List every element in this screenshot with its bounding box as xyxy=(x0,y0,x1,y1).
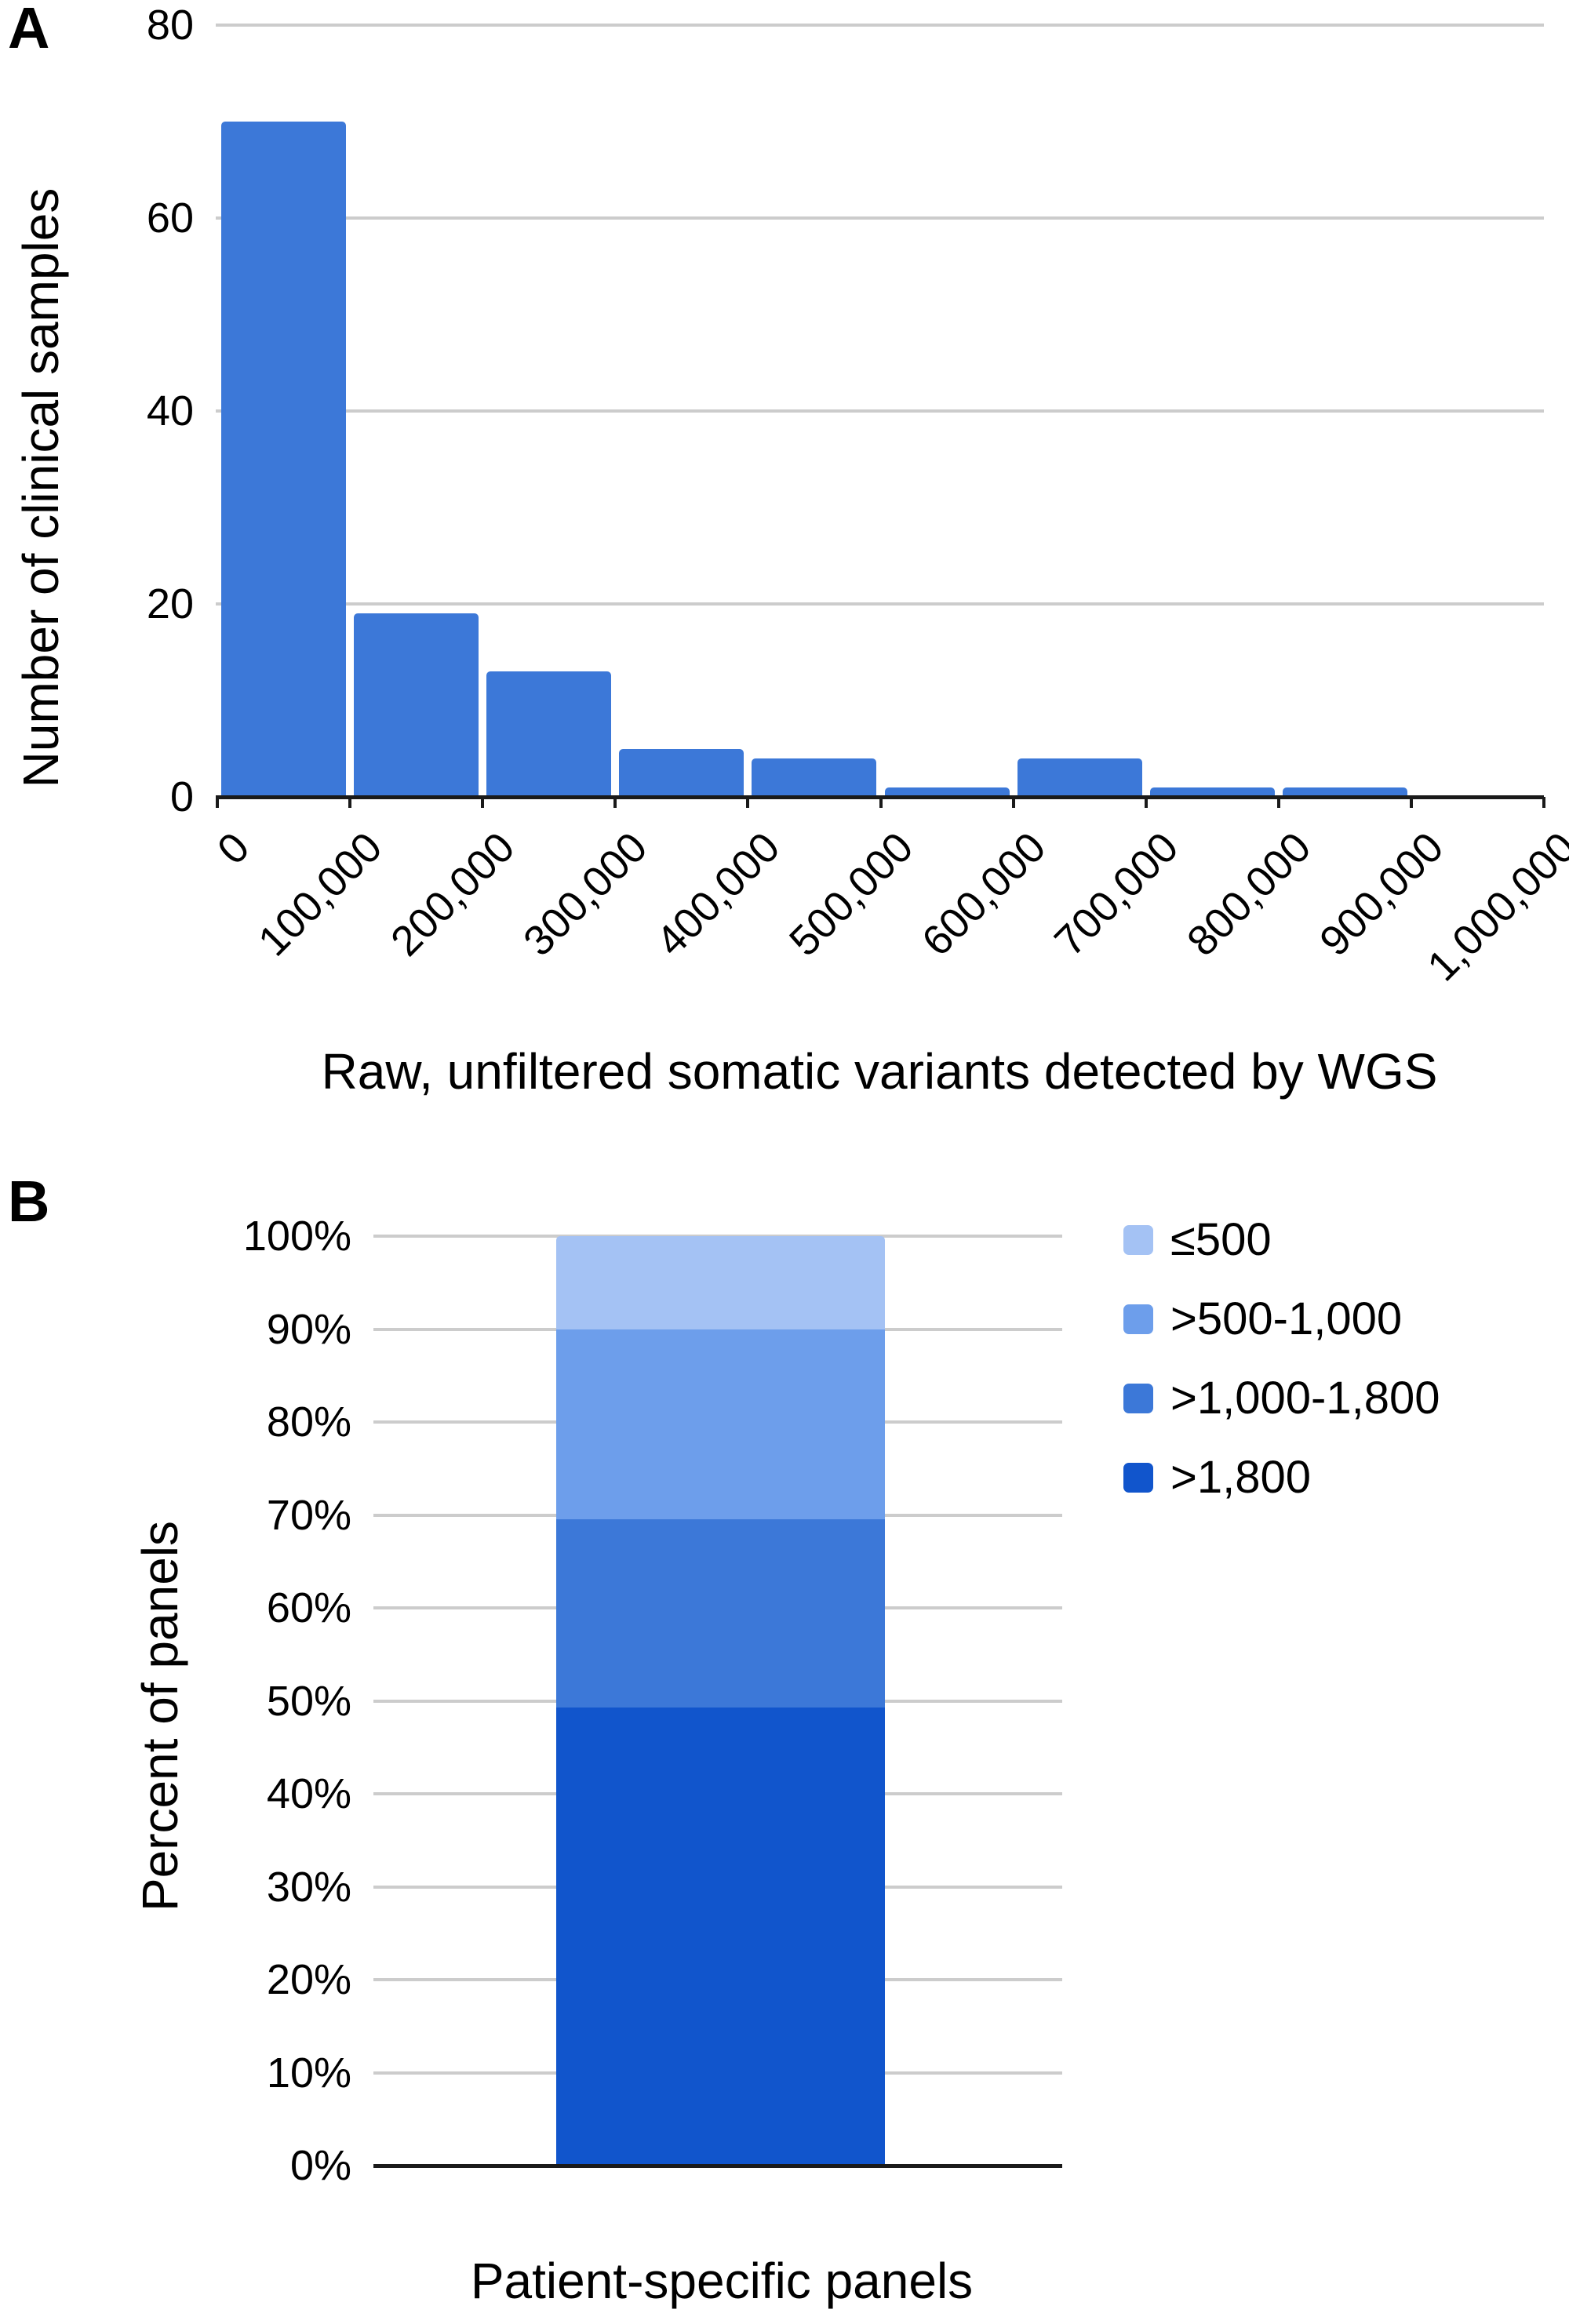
panel-a-x-tick-label-10: 1,000,000 xyxy=(1418,824,1569,991)
panel-b-label: B xyxy=(8,1169,50,1234)
panel-a-bar-bin-4 xyxy=(752,758,877,797)
panel-a-x-tick-6 xyxy=(1011,797,1015,808)
panel-a-gridline-80 xyxy=(216,24,1544,27)
panel-b-legend-label-2: >1,000-1,800 xyxy=(1170,1373,1440,1424)
panel-b-y-tick-label-90: 90% xyxy=(266,1305,351,1353)
panel-b-segment-2 xyxy=(556,1519,885,1708)
panel-b-legend-swatch-1 xyxy=(1123,1304,1153,1334)
panel-a-x-tick-3 xyxy=(613,797,617,808)
panel-b-segment-1 xyxy=(556,1329,885,1520)
panel-a-x-tick-label-6: 600,000 xyxy=(912,824,1055,966)
panel-b-y-tick-label-10: 10% xyxy=(266,2049,351,2097)
panel-a-x-tick-label-7: 700,000 xyxy=(1045,824,1188,966)
panel-b-y-tick-label-60: 60% xyxy=(266,1584,351,1631)
panel-a-x-tick-label-8: 800,000 xyxy=(1178,824,1320,966)
panel-b-legend-label-1: >500-1,000 xyxy=(1170,1293,1403,1344)
panel-a-x-tick-4 xyxy=(746,797,750,808)
panel-b-y-tick-label-20: 20% xyxy=(266,1956,351,2003)
panel-a-x-axis-title: Raw, unfiltered somatic variants detecte… xyxy=(321,1043,1438,1100)
panel-b-y-tick-label-30: 30% xyxy=(266,1863,351,1911)
panel-b-y-tick-label-40: 40% xyxy=(266,1770,351,1817)
panel-a-bar-bin-3 xyxy=(619,748,744,797)
panel-b-legend-label-3: >1,800 xyxy=(1170,1452,1312,1503)
panel-b-segment-3 xyxy=(556,1707,885,2166)
panel-b-gridline-0 xyxy=(373,2164,1062,2168)
panel-a-y-tick-label-60: 60 xyxy=(146,195,194,242)
panel-a-x-tick-label-1: 100,000 xyxy=(249,824,391,966)
panel-a-x-tick-7 xyxy=(1144,797,1148,808)
panel-b-legend-swatch-2 xyxy=(1123,1384,1153,1413)
panel-a-x-tick-8 xyxy=(1276,797,1280,808)
panel-a-x-tick-10 xyxy=(1542,797,1545,808)
panel-a-y-tick-label-40: 40 xyxy=(146,387,194,435)
panel-a-x-tick-0 xyxy=(216,797,219,808)
panel-a-y-tick-label-20: 20 xyxy=(146,580,194,627)
panel-a-x-tick-9 xyxy=(1409,797,1413,808)
panel-a-bar-bin-7 xyxy=(1149,787,1275,797)
panel-a-x-tick-label-3: 300,000 xyxy=(515,824,657,966)
panel-a-x-tick-1 xyxy=(348,797,352,808)
panel-a-x-tick-label-0: 0 xyxy=(208,824,259,874)
panel-a-gridline-60 xyxy=(216,216,1544,220)
panel-a-y-tick-label-0: 0 xyxy=(169,773,194,820)
panel-a-y-tick-label-80: 80 xyxy=(146,2,194,49)
panel-a-bar-bin-5 xyxy=(884,787,1010,797)
panel-a-x-tick-label-5: 500,000 xyxy=(780,824,922,966)
panel-b-y-tick-label-50: 50% xyxy=(266,1677,351,1725)
panel-a-x-tick-label-9: 900,000 xyxy=(1310,824,1453,966)
panel-a-label: A xyxy=(8,0,50,60)
panel-a-x-tick-label-2: 200,000 xyxy=(382,824,524,966)
panel-b-y-tick-label-0: 0% xyxy=(289,2142,351,2189)
panel-b-legend-swatch-3 xyxy=(1123,1463,1153,1493)
panel-b-legend-swatch-0 xyxy=(1123,1225,1153,1255)
panel-a-x-tick-5 xyxy=(879,797,883,808)
panel-b-y-tick-label-70: 70% xyxy=(266,1491,351,1539)
panel-a-bar-bin-6 xyxy=(1017,758,1142,797)
panel-a-x-tick-label-4: 400,000 xyxy=(647,824,789,966)
panel-a-bar-bin-8 xyxy=(1282,787,1407,797)
panel-a-gridline-20 xyxy=(216,602,1544,606)
panel-a-bar-bin-0 xyxy=(221,122,347,797)
panel-a-bar-bin-2 xyxy=(486,671,612,797)
panel-b-x-axis-title: Patient-specific panels xyxy=(470,2253,974,2309)
panel-a-gridline-40 xyxy=(216,409,1544,413)
panel-b-y-tick-label-80: 80% xyxy=(266,1398,351,1446)
panel-b-y-tick-label-100: 100% xyxy=(242,1213,351,1260)
panel-b-legend-label-0: ≤500 xyxy=(1170,1214,1272,1265)
panel-b-segment-0 xyxy=(556,1236,885,1329)
panel-a-y-axis-title: Number of clinical samples xyxy=(13,187,69,788)
panel-a-bar-bin-1 xyxy=(354,613,479,797)
panel-a-x-tick-2 xyxy=(481,797,485,808)
